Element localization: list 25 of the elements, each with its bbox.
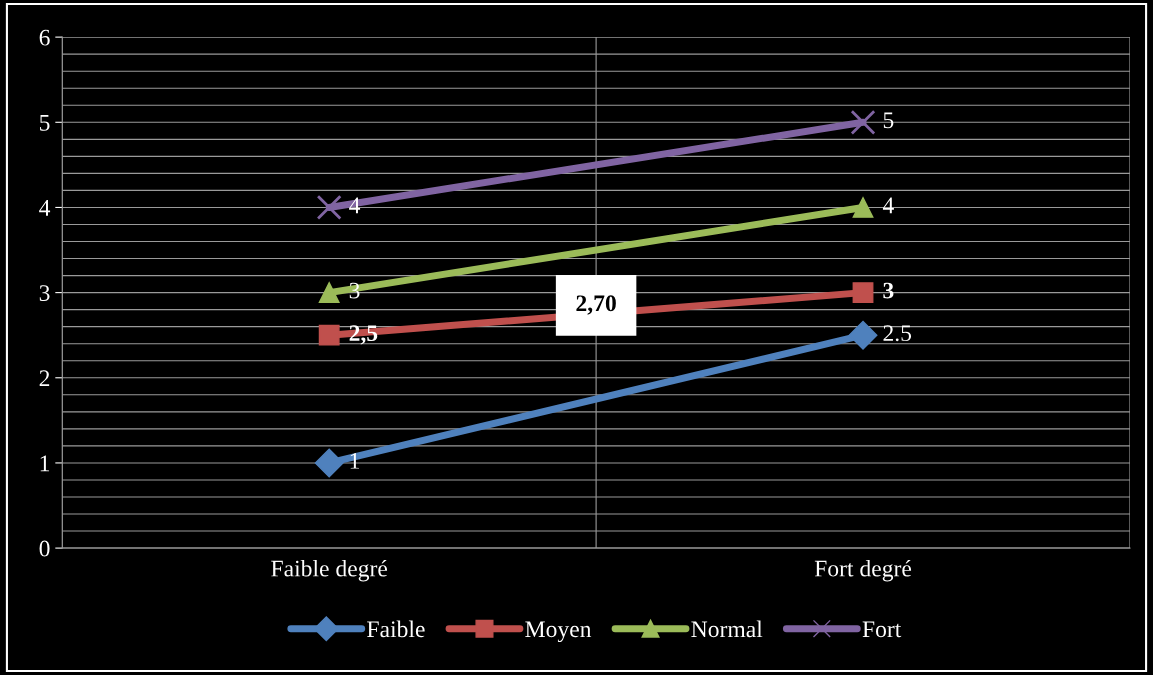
point <box>318 324 340 346</box>
y-tick-label: 1 <box>40 455 50 472</box>
x-tick-label: Fort degré <box>814 559 912 582</box>
legend-label: Moyen <box>525 621 592 643</box>
point <box>316 194 342 220</box>
legend-label: Fort <box>862 621 902 638</box>
x-tick-label: Faible degré <box>271 559 388 582</box>
data-label: 2,5 <box>349 325 378 345</box>
y-tick-label: 6 <box>39 29 50 46</box>
y-tick-label: 0 <box>39 540 50 557</box>
point <box>852 282 874 304</box>
y-tick-label: 3 <box>39 285 50 302</box>
point <box>318 282 340 304</box>
point <box>852 197 874 218</box>
legend-label: Normal <box>691 620 763 638</box>
y-tick-label: 2 <box>39 370 50 386</box>
point <box>848 320 878 350</box>
annotation: 2,70 <box>576 295 616 315</box>
legend-label: Faible <box>367 620 425 638</box>
point <box>314 448 344 478</box>
y-tick-label: 5 <box>40 115 50 131</box>
point <box>850 109 876 135</box>
y-tick-label: 4 <box>39 200 51 216</box>
data-label: 5 <box>883 112 894 129</box>
data-label: 2.5 <box>883 325 912 342</box>
